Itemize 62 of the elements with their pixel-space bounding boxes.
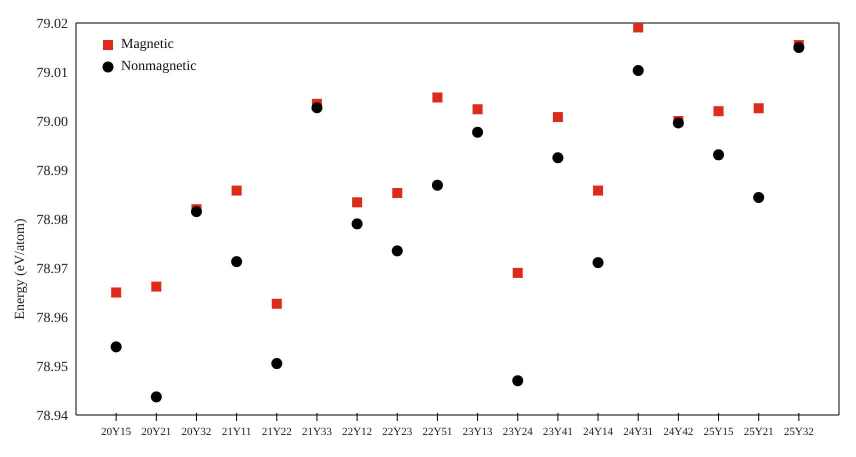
point [512,268,523,278]
x-tick-label: 21Y33 [302,426,332,438]
x-tick-label: 25Y15 [704,426,734,438]
y-tick-label: 78.99 [36,164,68,179]
point [714,106,724,116]
point [272,298,282,309]
point [111,288,122,298]
point [151,282,162,292]
point [432,92,442,102]
point [110,341,122,352]
y-tick-label: 78.95 [36,360,68,375]
point [713,149,724,160]
x-tick-label: 23Y41 [542,426,573,438]
y-tick-label: 78.94 [36,408,68,424]
x-tick-label: 23Y13 [462,426,494,438]
point [672,117,684,128]
y-tick-label: 78.98 [36,212,68,228]
x-tick-label: 21Y22 [262,426,292,438]
y-tick-label: 78.97 [36,262,68,277]
x-tick-label: 20Y32 [181,426,212,438]
point [432,180,443,191]
y-tick-label: 79.00 [36,114,68,130]
point [552,112,563,122]
point [392,188,402,198]
point [190,206,202,218]
legend-label: Magnetic [121,37,174,53]
y-tick-label: 78.96 [36,310,68,326]
point [633,23,644,32]
point [271,358,282,370]
x-tick-label: 20Y21 [141,426,172,438]
point [472,104,483,114]
point [311,102,322,114]
legend-label: Nonmagnetic [121,59,196,75]
x-tick-label: 24Y42 [663,426,694,438]
x-tick-label: 24Y14 [583,426,614,438]
point [753,192,764,203]
point [632,65,644,76]
x-tick-label: 23Y24 [502,426,534,438]
y-axis-title: Energy (eV/atom) [12,218,28,320]
point [593,186,604,196]
point [552,152,564,164]
y-tick-label: 79.02 [36,16,68,32]
point [472,126,484,138]
point [512,375,524,386]
point [793,42,804,53]
point [754,103,764,114]
point [150,391,162,402]
y-tick-label: 79.01 [36,66,68,81]
x-tick-label: 20Y15 [101,426,132,438]
point [352,218,363,230]
x-tick-label: 22Y23 [382,426,413,438]
point [231,256,242,268]
x-tick-label: 25Y32 [784,426,814,438]
point [392,245,403,256]
x-tick-label: 24Y31 [623,426,654,438]
point [352,197,362,208]
x-tick-label: 25Y21 [744,426,774,438]
point [232,186,242,196]
point [592,257,604,268]
x-tick-label: 22Y12 [342,426,372,438]
x-tick-label: 21Y11 [222,426,252,438]
x-tick-label: 22Y51 [422,426,452,438]
